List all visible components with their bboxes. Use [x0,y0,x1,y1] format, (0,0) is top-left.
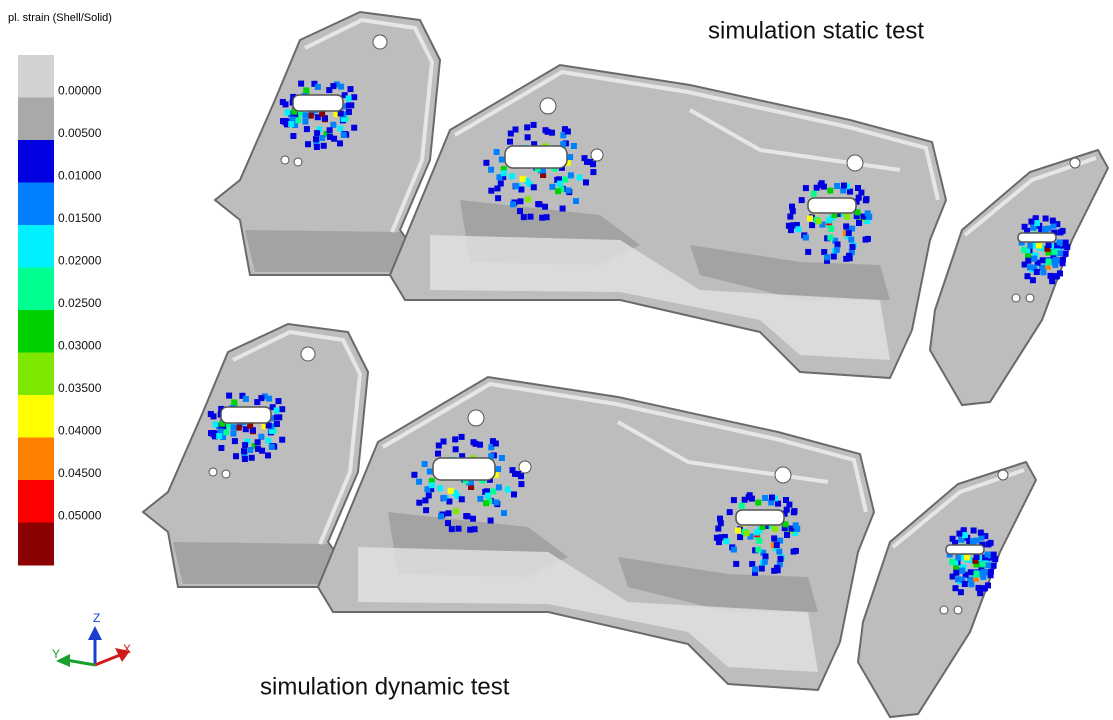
legend-label: 0.01500 [58,211,102,225]
dynamic-model [143,324,1036,717]
axis-label: Z [93,611,100,625]
legend-band [18,183,54,226]
legend-band [18,225,54,268]
axis-label: Y [52,647,60,661]
legend-label: 0.00500 [58,126,102,140]
legend-band [18,98,54,141]
legend-label: 0.00000 [58,84,102,98]
legend-label: 0.01000 [58,169,102,183]
legend-band [18,395,54,438]
viewport: pl. strain (Shell/Solid) 0.000000.005000… [0,0,1113,720]
legend-title: pl. strain (Shell/Solid) [8,12,112,24]
caption: simulation static test [708,17,924,44]
legend-band [18,480,54,523]
y-axis [66,660,95,665]
legend-label: 0.04000 [58,424,102,438]
axis-triad: Z X Y [52,611,131,667]
axis-label: X [123,642,131,656]
legend-label: 0.03000 [58,339,102,353]
legend-band [18,268,54,311]
legend-label: 0.03500 [58,381,102,395]
legend-label: 0.05000 [58,509,102,523]
arrow [88,626,102,640]
color-legend: 0.00000 0.00500 0.01000 0.01500 0.02000 0.025… [18,55,102,566]
legend-band [18,310,54,353]
legend-label: 0.02000 [58,254,102,268]
legend-label: 0.02500 [58,296,102,310]
legend-band [18,523,54,566]
x-axis [95,655,120,665]
legend-band [18,353,54,396]
legend-band [18,140,54,183]
legend-band [18,55,54,98]
legend-band [18,438,54,481]
caption: simulation dynamic test [260,673,510,700]
legend-label: 0.04500 [58,466,102,480]
